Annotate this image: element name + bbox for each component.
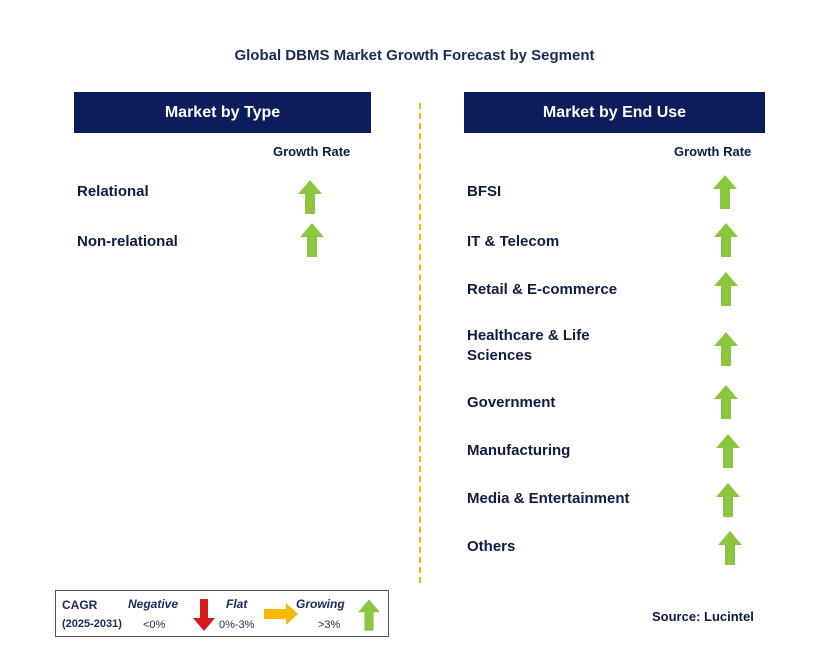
legend-flat-range: 0%-3% xyxy=(219,619,255,631)
market-by-type-header: Market by Type xyxy=(74,92,371,133)
segment-label-others: Others xyxy=(467,538,516,555)
legend-growing-label: Growing xyxy=(296,597,345,611)
up-arrow-icon xyxy=(718,531,742,565)
growth-rate-label-type: Growth Rate xyxy=(273,144,351,159)
panel-divider xyxy=(419,103,421,583)
segment-label-non-relational: Non-relational xyxy=(77,233,178,250)
segment-label-retail-ecommerce: Retail & E-commerce xyxy=(467,281,618,298)
down-arrow-icon xyxy=(193,599,215,631)
legend-growing-range: >3% xyxy=(318,619,341,631)
up-arrow-icon xyxy=(714,223,738,257)
segment-label-healthcare-life-sciences: Healthcare & Life Sciences xyxy=(467,327,590,364)
right-arrow-icon xyxy=(264,603,298,625)
up-arrow-icon xyxy=(714,272,738,306)
legend-period: (2025-2031) xyxy=(62,618,122,630)
segment-label-media-entertainment: Media & Entertainment xyxy=(467,490,630,507)
up-arrow-icon xyxy=(714,332,738,366)
up-arrow-icon xyxy=(358,599,380,631)
cagr-legend: CAGR (2025-2031) Negative <0% Flat 0%-3%… xyxy=(55,590,389,637)
segment-label-manufacturing: Manufacturing xyxy=(467,442,571,459)
legend-cagr-label: CAGR xyxy=(62,598,98,612)
chart-title: Global DBMS Market Growth Forecast by Se… xyxy=(234,47,595,64)
legend-flat-label: Flat xyxy=(226,597,248,611)
source-note: Source: Lucintel xyxy=(652,609,754,624)
up-arrow-icon xyxy=(298,180,322,214)
legend-negative-label: Negative xyxy=(128,597,179,611)
growth-rate-label-end-use: Growth Rate xyxy=(674,144,752,159)
segment-label-government: Government xyxy=(467,394,556,411)
segment-label-relational: Relational xyxy=(77,183,149,200)
up-arrow-icon xyxy=(714,385,738,419)
up-arrow-icon xyxy=(716,483,740,517)
market-by-end-use-header: Market by End Use xyxy=(464,92,765,133)
up-arrow-icon xyxy=(300,223,324,257)
up-arrow-icon xyxy=(716,434,740,468)
legend-negative-range: <0% xyxy=(143,619,166,631)
up-arrow-icon xyxy=(713,175,737,209)
segment-label-bfsi: BFSI xyxy=(467,183,502,200)
segment-label-it-telecom: IT & Telecom xyxy=(467,233,560,250)
